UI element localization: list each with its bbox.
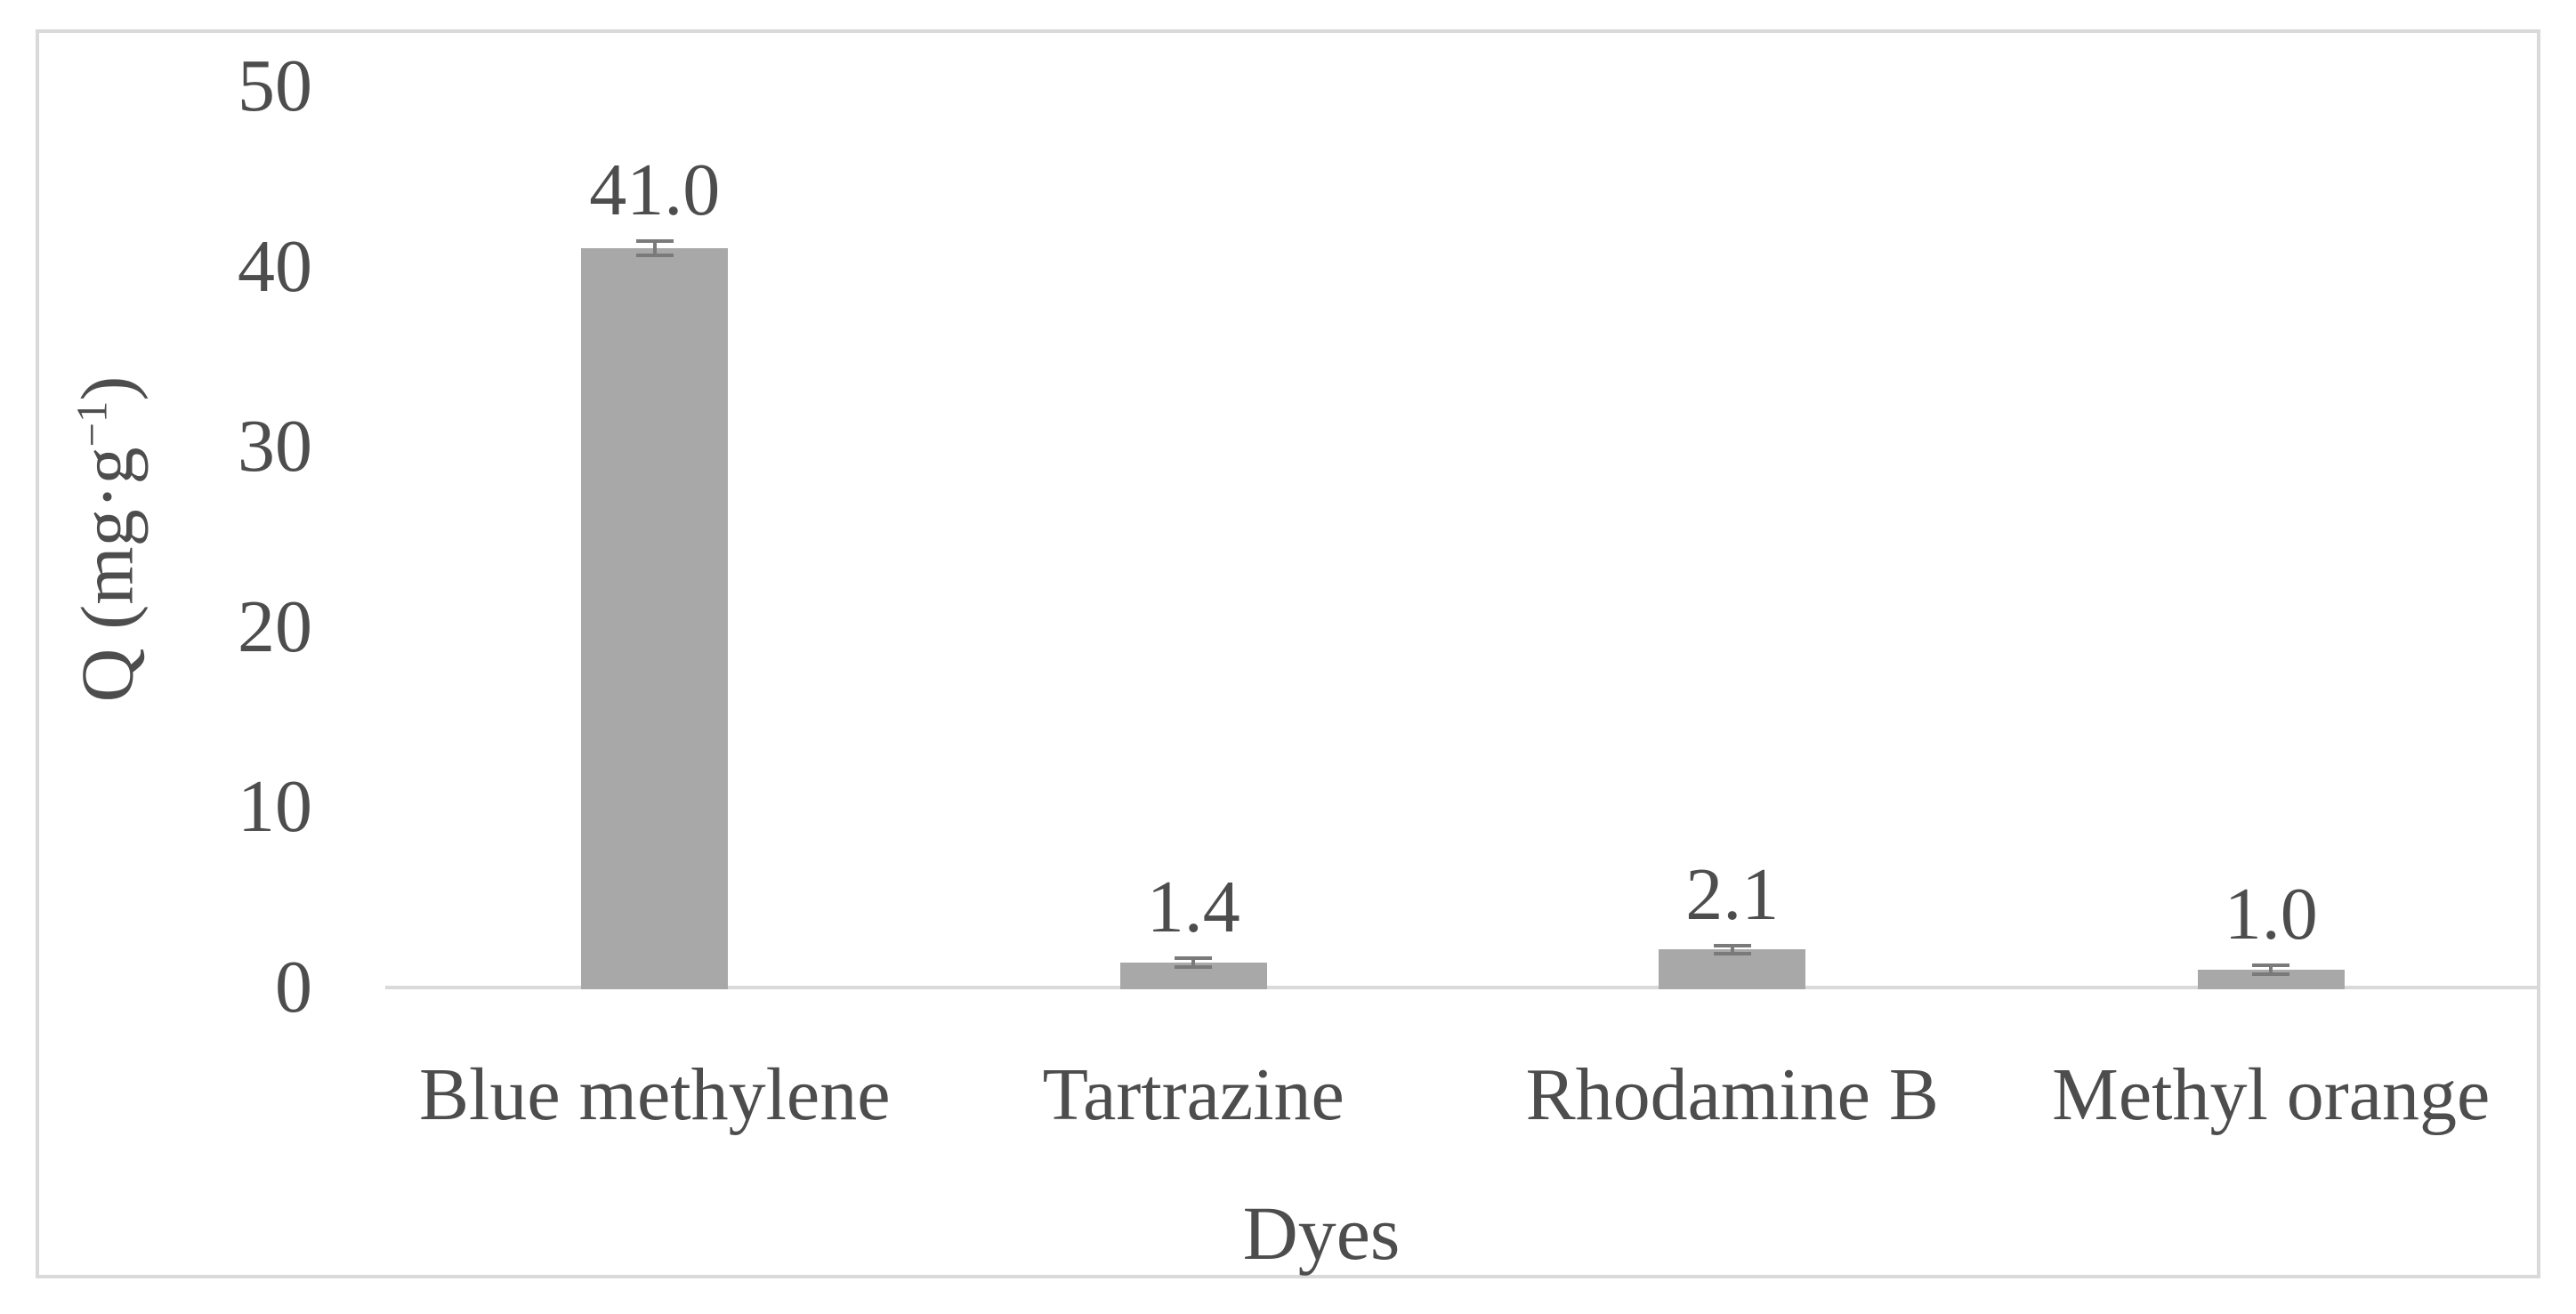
y-tick-label: 20 xyxy=(238,584,312,668)
error-bar-top-cap-3 xyxy=(2252,963,2290,967)
y-tick-label: 40 xyxy=(238,224,312,308)
error-bar-bottom-cap-0 xyxy=(635,254,674,258)
y-tick-label: 30 xyxy=(238,405,312,488)
y-axis-title-suffix: ) xyxy=(66,375,149,401)
y-tick-label: 0 xyxy=(275,946,312,1028)
error-bar-line-0 xyxy=(652,241,657,256)
error-bar-top-cap-0 xyxy=(635,239,674,244)
category-label-0: Blue methylene xyxy=(418,1053,891,1136)
y-axis-title: Q (mg·g−1) xyxy=(32,88,183,989)
bar-3 xyxy=(2197,969,2345,989)
y-tick-label: 50 xyxy=(238,44,312,127)
data-label-2: 2.1 xyxy=(1685,853,1780,937)
error-bar-line-2 xyxy=(1730,946,1734,954)
category-label-1: Tartrazine xyxy=(1042,1053,1345,1136)
error-bar-top-cap-1 xyxy=(1175,955,1213,960)
error-bar-top-cap-2 xyxy=(1713,944,1751,948)
chart-frame: Q (mg·g−1) Dyes 0 10 20 30 40 50 41.0 Blue meth… xyxy=(36,29,2540,1278)
error-bar-line-1 xyxy=(1191,957,1196,967)
y-tick-label: 10 xyxy=(238,765,312,849)
error-bar-bottom-cap-3 xyxy=(2252,971,2290,976)
error-bar-line-3 xyxy=(2269,964,2273,974)
bar-0 xyxy=(581,248,729,989)
error-bar-bottom-cap-2 xyxy=(1713,951,1751,955)
category-label-2: Rhodamine B xyxy=(1525,1053,1939,1136)
bar-2 xyxy=(1659,949,1806,989)
data-label-3: 1.0 xyxy=(2224,872,2318,955)
x-axis-line xyxy=(385,986,2540,989)
data-label-0: 41.0 xyxy=(589,149,721,232)
x-axis-title: Dyes xyxy=(1242,1190,1401,1276)
data-label-1: 1.4 xyxy=(1146,865,1240,948)
category-label-3: Methyl orange xyxy=(2052,1053,2491,1136)
error-bar-bottom-cap-1 xyxy=(1175,964,1213,969)
